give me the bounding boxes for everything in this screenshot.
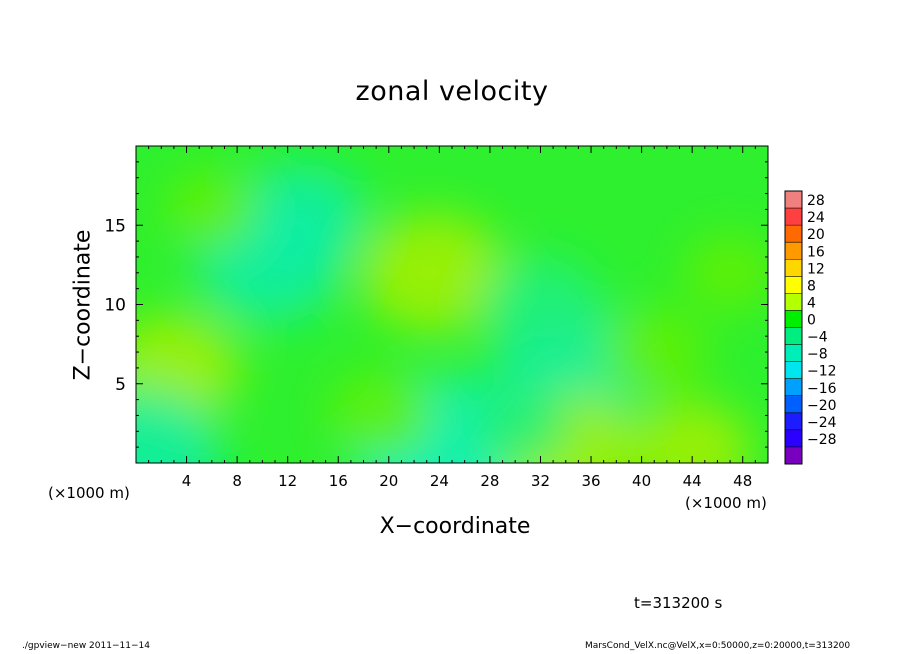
colorbar-swatch [785,191,802,209]
x-tick-label: 20 [379,472,398,490]
footer-data-source: MarsCond_VelX.nc@VelX,x=0:50000,z=0:2000… [585,641,851,651]
x-axis-label: X−coordinate [379,514,531,539]
colorbar-swatch [785,395,802,414]
colorbar-swatch [785,208,802,226]
field-blob [136,388,222,463]
colorbar-swatch [785,293,802,311]
field-blob [632,401,752,463]
velocity-field [136,146,768,463]
x-unit-left: (×1000 m) [48,484,130,502]
colorbar-swatch [785,344,802,363]
colorbar-label: 8 [807,278,816,294]
y-axis: 5 10 15 [104,161,768,448]
colorbar-label: −24 [807,415,837,431]
colorbar-swatch [785,361,802,380]
colorbar-swatch [785,378,802,397]
colorbar-swatch [785,327,802,346]
colorbar-swatch [785,412,802,431]
colorbar-swatch [785,310,802,328]
x-tick-label: 48 [733,472,752,490]
colorbar-label: 28 [807,193,825,209]
x-tick-label: 40 [632,472,651,490]
x-tick-label: 32 [531,472,550,490]
y-tick-label: 10 [104,296,126,316]
chart-title: zonal velocity [355,76,549,107]
field-blob [165,171,259,248]
colorbar-label: −28 [807,432,837,448]
x-unit-right: (×1000 m) [685,494,767,512]
y-axis-label: Z−coordinate [70,229,96,381]
colorbar-label: 16 [807,244,825,260]
field-blob [462,380,568,463]
x-tick-label: 12 [278,472,297,490]
colorbar-label: −8 [807,347,828,363]
x-tick-label: 28 [480,472,499,490]
colorbar-swatch [785,446,802,465]
colorbar-label: 0 [807,313,816,329]
timestamp: t=313200 s [634,594,723,612]
field-blob [329,372,436,459]
colorbar-label: 20 [807,227,825,243]
field-blob [360,213,506,333]
footer-program-date: ./gpview−new 2011−11−14 [22,641,150,651]
x-axis: 4 8 12 16 20 24 28 32 36 40 44 48 [148,146,769,490]
x-tick-label: 24 [430,472,449,490]
colorbar-label: 4 [807,295,816,311]
colorbar-label: −16 [807,381,837,397]
field-blob [234,163,367,272]
x-tick-label: 16 [329,472,348,490]
y-tick-label: 15 [104,216,126,236]
x-tick-label: 36 [581,472,600,490]
y-tick-label: 5 [115,375,126,395]
x-tick-label: 8 [232,472,242,490]
colorbar-swatch [785,259,802,277]
colorbar-label: 24 [807,210,825,226]
colorbar-label: −12 [807,364,837,380]
field-blob [683,235,768,311]
colorbar-label: −4 [807,330,828,346]
colorbar-swatch [785,225,802,243]
field-blob [481,255,600,354]
colorbar-label: 12 [807,261,825,277]
colorbar-label: −20 [807,398,837,414]
colorbar-swatch [785,242,802,260]
colorbar-swatch [785,276,802,294]
x-tick-label: 44 [683,472,702,490]
colorbar-swatch [785,429,802,448]
field-blob [601,308,708,396]
x-tick-label: 4 [182,472,192,490]
